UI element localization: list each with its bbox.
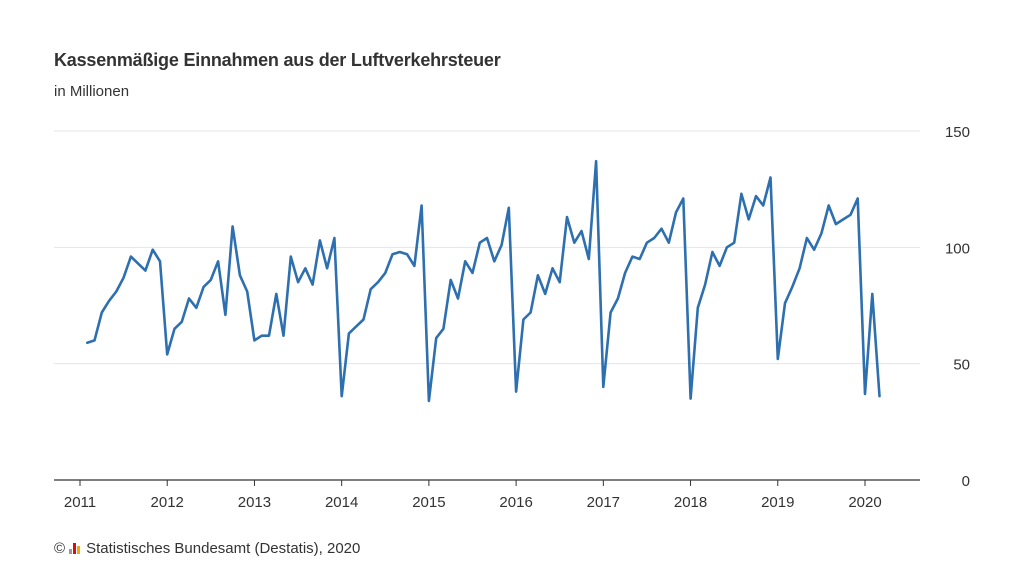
series-line — [86, 159, 881, 403]
y-tick-label: 100 — [945, 240, 970, 257]
x-tick-label: 2013 — [238, 494, 271, 511]
x-tick-label: 2014 — [325, 494, 358, 511]
y-tick-label: 50 — [953, 357, 970, 374]
logo-bar — [77, 546, 81, 554]
y-tick-label: 0 — [962, 473, 970, 490]
series-lines — [86, 159, 881, 403]
x-tick-label: 2011 — [64, 494, 96, 511]
logo-bar — [73, 543, 77, 554]
gridlines — [54, 130, 920, 365]
chart-subtitle: in Millionen — [54, 83, 130, 100]
x-tick-label: 2016 — [499, 494, 532, 511]
x-tick-label: 2012 — [151, 494, 184, 511]
y-tick-label: 150 — [945, 124, 970, 141]
y-axis-labels: 0 50 100 150 — [945, 124, 970, 490]
x-tick-label: 2019 — [761, 494, 794, 511]
chart-title: Kassenmäßige Einnahmen aus der Luftverke… — [54, 50, 501, 70]
logo-bar — [69, 549, 73, 554]
x-axis: 2011 2012 2013 2014 2015 2016 2017 2018 2019 2020 — [54, 479, 920, 511]
x-tick-label: 2018 — [674, 494, 707, 511]
source-text: Statistisches Bundesamt (Destatis), 2020 — [86, 540, 361, 557]
copyright-symbol: © — [54, 540, 66, 557]
source-footer: © Statistisches Bundesamt (Destatis), 20… — [54, 540, 360, 557]
x-tick-label: 2020 — [848, 494, 881, 511]
x-tick-label: 2015 — [412, 494, 445, 511]
x-tick-label: 2017 — [587, 494, 620, 511]
destatis-logo-icon — [69, 543, 81, 554]
